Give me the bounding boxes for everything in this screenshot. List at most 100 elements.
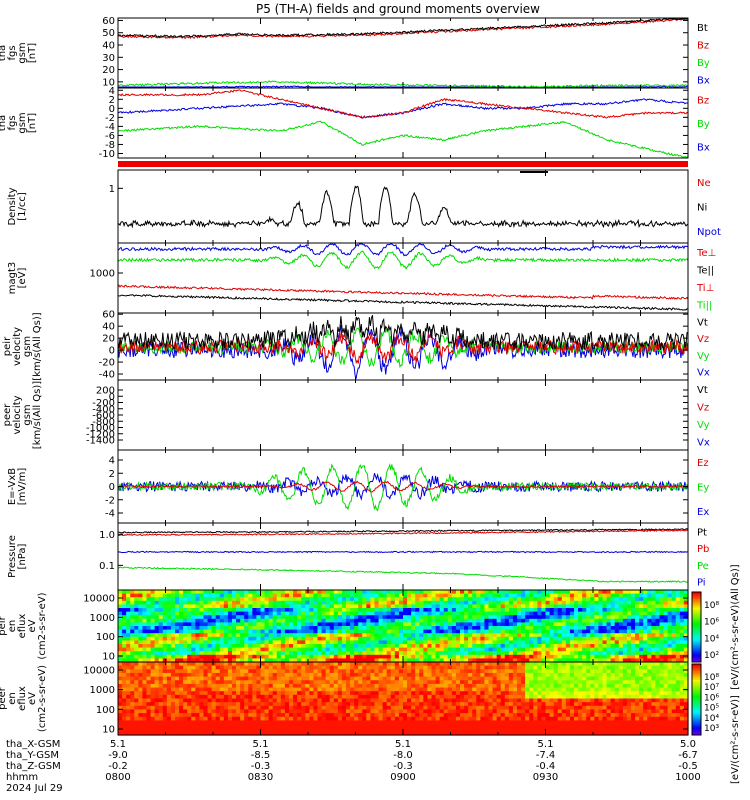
spectrogram-cell <box>659 597 665 602</box>
spectrogram-cell <box>297 590 302 595</box>
spectrogram-cell <box>468 590 473 595</box>
spectrogram-cell <box>252 709 258 714</box>
spectrogram-cell <box>529 644 534 649</box>
spectrogram-cell <box>663 622 669 627</box>
spectrogram-cell <box>492 604 498 609</box>
spectrogram-cell <box>146 636 152 641</box>
spectrogram-cell <box>142 644 148 649</box>
spectrogram-cell <box>187 705 192 711</box>
spectrogram-cell <box>150 618 156 623</box>
spectrogram-cell <box>464 629 469 634</box>
spectrogram-cell <box>154 636 160 641</box>
spectrogram-cell <box>333 590 339 595</box>
spectrogram-cell <box>191 651 196 656</box>
spectrogram-cell <box>289 731 294 736</box>
spectrogram-cell <box>590 600 595 605</box>
spectrogram-cell <box>398 600 404 605</box>
spectrogram-cell <box>435 672 441 678</box>
spectrogram-cell <box>158 590 164 595</box>
spectrogram-cell <box>394 600 400 605</box>
spectrogram-cell <box>252 597 258 602</box>
spectrogram-cell <box>191 691 196 696</box>
spectrogram-cell <box>366 654 372 659</box>
spectrogram-cell <box>610 640 616 645</box>
spectrogram-cell <box>541 644 547 649</box>
spectrogram-cell <box>370 597 376 602</box>
spectrogram-cell <box>325 618 331 623</box>
spectrogram-cell <box>541 629 547 634</box>
spectrogram-cell <box>394 716 400 721</box>
spectrogram-cell <box>679 626 685 631</box>
spectrogram-cell <box>280 608 286 613</box>
spectrogram-cell <box>130 604 135 609</box>
spectrogram-cell <box>350 636 355 641</box>
spectrogram-cell <box>150 720 156 725</box>
spectrogram-cell <box>232 590 237 595</box>
spectrogram-cell <box>301 724 306 729</box>
spectrogram-cell <box>138 640 144 645</box>
spectrogram-cell <box>179 669 184 674</box>
spectrogram-cell <box>366 713 372 718</box>
spectrogram-cell <box>170 705 176 711</box>
spectrogram-cell <box>122 636 127 641</box>
spectrogram-cell <box>435 633 441 638</box>
spectrogram-cell <box>419 669 424 674</box>
spectrogram-cell <box>138 687 144 692</box>
spectrogram-cell <box>496 644 502 649</box>
spectrogram-cell <box>158 622 164 627</box>
spectrogram-cell <box>126 597 131 602</box>
spectrogram-cell <box>150 683 156 689</box>
spectrogram-cell <box>394 608 400 613</box>
spectrogram-cell <box>154 687 160 692</box>
spectrogram-cell <box>521 604 526 609</box>
spectrogram-cell <box>175 593 180 598</box>
spectrogram-cell <box>325 724 331 729</box>
spectrogram-cell <box>350 662 355 667</box>
spectrogram-cell <box>431 600 437 605</box>
spectrogram-cell <box>183 611 188 616</box>
spectrogram-cell <box>130 608 135 613</box>
y-tick-label: 4 <box>109 86 115 97</box>
spectrogram-cell <box>537 640 543 645</box>
spectrogram-cell <box>525 604 530 609</box>
spectrogram-cell <box>158 727 164 732</box>
spectrogram-cell <box>227 683 233 689</box>
spectrogram-cell <box>427 720 433 725</box>
spectrogram-cell <box>447 629 453 634</box>
spectrogram-cell <box>423 713 429 718</box>
spectrogram-cell <box>134 600 139 605</box>
spectrogram-cell <box>598 618 604 623</box>
spectrogram-cell <box>431 608 437 613</box>
spectrogram-cell <box>354 705 359 711</box>
spectrogram-cell <box>460 658 465 663</box>
spectrogram-cell <box>354 611 359 616</box>
spectrogram-cell <box>541 654 547 659</box>
spectrogram-cell <box>179 611 184 616</box>
spectrogram-cell <box>162 702 168 707</box>
spectrogram-cell <box>476 644 481 649</box>
spectrogram-cell <box>325 615 331 620</box>
spectrogram-cell <box>158 618 164 623</box>
spectrogram-cell <box>122 694 127 700</box>
spectrogram-cell <box>574 608 579 613</box>
spectrogram-cell <box>138 713 144 718</box>
spectrogram-cell <box>203 615 209 620</box>
spectrogram-cell <box>138 651 144 656</box>
spectrogram-cell <box>655 615 661 620</box>
spectrogram-cell <box>183 604 188 609</box>
spectrogram-cell <box>199 647 205 652</box>
spectrogram-cell <box>219 636 225 641</box>
spectrogram-cell <box>215 633 221 638</box>
spectrogram-cell <box>382 731 388 736</box>
spectrogram-cell <box>317 658 323 663</box>
spectrogram-cell <box>170 608 176 613</box>
spectrogram-cell <box>500 622 506 627</box>
spectrogram-cell <box>411 702 416 707</box>
spectrogram-cell <box>521 636 526 641</box>
spectrogram-cell <box>427 636 433 641</box>
spectrogram-cell <box>529 629 534 634</box>
spectrogram-cell <box>492 651 498 656</box>
spectrogram-cell <box>370 651 376 656</box>
spectrogram-cell <box>468 709 473 714</box>
